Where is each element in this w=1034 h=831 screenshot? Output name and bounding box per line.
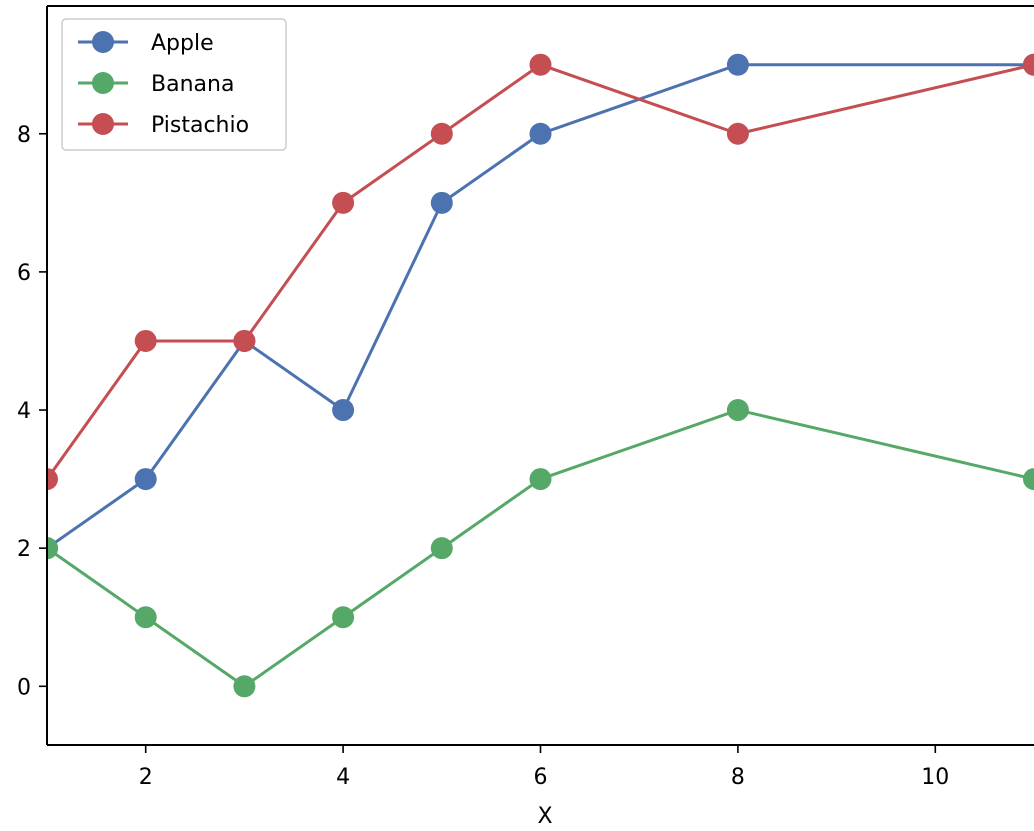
x-tick-label: 6 [534, 765, 548, 790]
data-point-pistachio [47, 468, 58, 491]
y-tick-label: 8 [17, 123, 31, 148]
data-point-banana [430, 537, 453, 560]
data-point-pistachio [430, 122, 453, 145]
data-point-apple [726, 53, 749, 76]
data-point-pistachio [529, 53, 552, 76]
data-point-banana [134, 606, 157, 629]
series-line-apple [47, 63, 1034, 550]
y-tick-label: 4 [17, 399, 31, 424]
series-line-banana [47, 408, 1034, 688]
data-point-banana [726, 399, 749, 422]
x-tick-label: 10 [921, 765, 949, 790]
data-point-apple [332, 399, 355, 422]
y-tick-label: 6 [17, 261, 31, 286]
data-point-pistachio [1023, 53, 1034, 76]
data-point-pistachio [332, 191, 355, 214]
data-point-apple [430, 191, 453, 214]
y-tick-label: 0 [17, 675, 31, 700]
data-point-pistachio [233, 329, 256, 352]
x-tick-label: 4 [336, 765, 350, 790]
legend-label-banana: Banana [151, 72, 234, 97]
y-tick-label: 2 [17, 537, 31, 562]
legend-marker-apple [92, 31, 114, 53]
data-point-pistachio [726, 122, 749, 145]
legend-label-apple: Apple [151, 31, 214, 56]
data-point-pistachio [134, 329, 157, 352]
data-point-banana [529, 468, 552, 491]
legend: Apple Banana Pistachio [61, 18, 287, 151]
legend-marker-pistachio [92, 113, 114, 135]
data-point-banana [1023, 468, 1034, 491]
axes-layer: 2 4 6 8 10 0 2 4 6 8 [17, 5, 1034, 790]
data-point-apple [134, 468, 157, 491]
x-axis-title: X [537, 804, 552, 829]
data-point-banana [233, 675, 256, 698]
legend-marker-banana [92, 72, 114, 94]
x-tick-label: 2 [139, 765, 153, 790]
data-point-banana [332, 606, 355, 629]
legend-box [61, 18, 287, 151]
x-tick-label: 8 [731, 765, 745, 790]
legend-label-pistachio: Pistachio [151, 113, 249, 138]
data-point-banana [47, 537, 58, 560]
series-layer [47, 53, 1034, 698]
series-line-pistachio [47, 63, 1034, 480]
data-point-apple [529, 122, 552, 145]
